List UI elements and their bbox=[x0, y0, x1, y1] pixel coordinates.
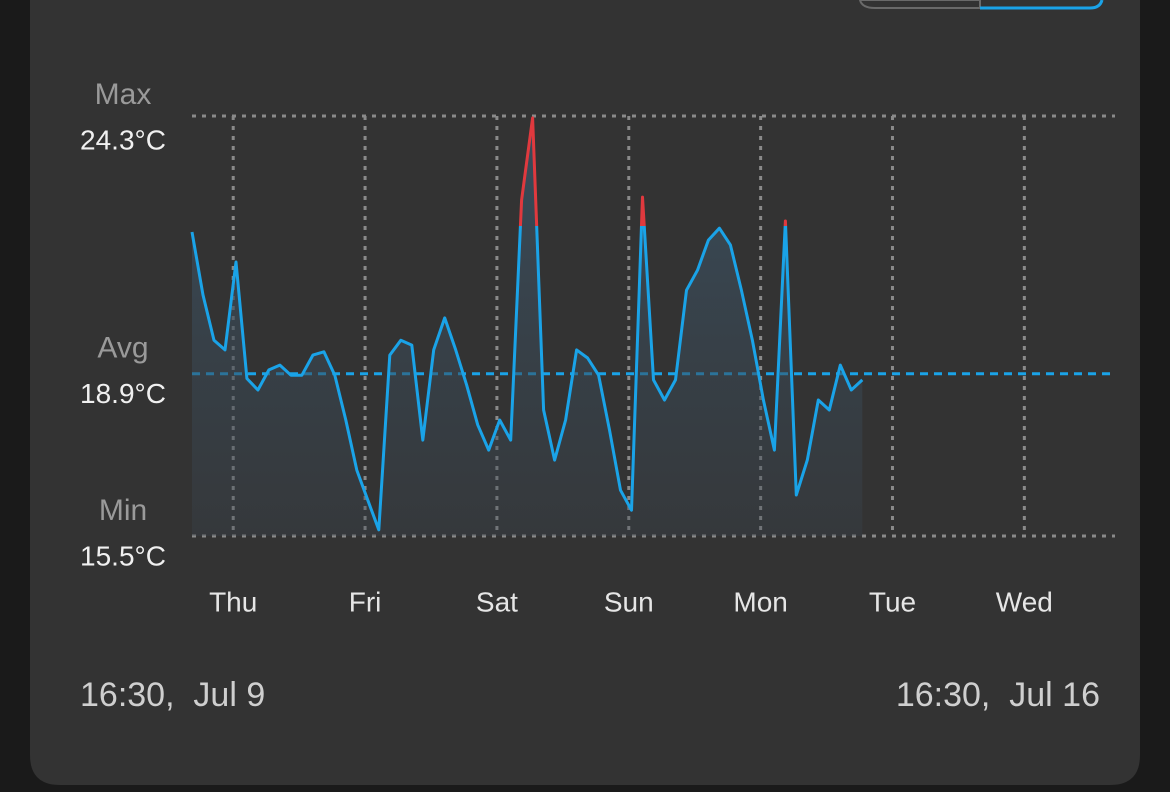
x-tick-label: Tue bbox=[869, 586, 916, 617]
reference-value: 15.5°C bbox=[80, 540, 166, 571]
reference-name: Min bbox=[99, 494, 147, 527]
x-tick-label: Mon bbox=[733, 586, 787, 617]
x-tick-label: Thu bbox=[209, 586, 257, 617]
x-tick-label: Sat bbox=[476, 586, 518, 617]
temperature-line bbox=[190, 116, 864, 532]
x-tick-label: Wed bbox=[996, 586, 1053, 617]
reference-value: 18.9°C bbox=[80, 378, 166, 409]
start-label: 16:30, Jul 9 bbox=[80, 676, 265, 714]
end-label: 16:30, Jul 16 bbox=[896, 676, 1100, 714]
reference-name: Avg bbox=[97, 332, 148, 365]
reference-value: 24.3°C bbox=[80, 124, 166, 155]
segment-off bbox=[858, 0, 981, 9]
reference-name: Max bbox=[95, 78, 152, 111]
x-tick-label: Sun bbox=[604, 586, 654, 617]
x-tick-label: Fri bbox=[349, 586, 382, 617]
segment-on bbox=[980, 0, 1104, 10]
area bbox=[192, 117, 863, 537]
